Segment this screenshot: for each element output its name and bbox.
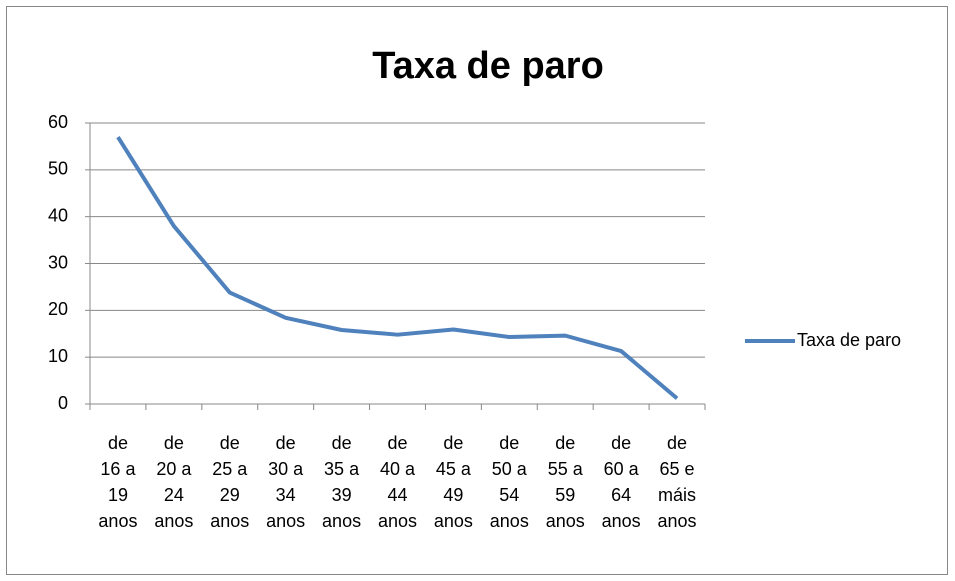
legend-label: Taxa de paro — [797, 330, 901, 350]
y-tick-label: 50 — [48, 159, 68, 179]
x-tick-label: de 35 a 39 anos — [322, 433, 362, 531]
x-tick-label: de 40 a 44 anos — [377, 433, 418, 531]
y-tick-label: 20 — [48, 299, 68, 319]
line-series — [116, 135, 679, 400]
x-tick-label: de 50 a 54 anos — [489, 433, 529, 531]
x-tick-label: de 20 a 24 anos — [154, 433, 194, 531]
y-tick-label: 30 — [48, 252, 68, 272]
y-tick-label: 0 — [58, 393, 68, 413]
y-tick-label: 40 — [48, 205, 68, 225]
y-tick-label: 10 — [48, 346, 68, 366]
x-tick-label: de 45 a 49 anos — [433, 433, 473, 531]
x-tick-label: de 60 a 64 anos — [601, 433, 641, 531]
x-tick-label: de 25 a 29 anos — [210, 433, 250, 531]
x-tick-label: de 55 a 59 anos — [545, 433, 585, 531]
x-tick-label: de 30 a 34 anos — [266, 433, 306, 531]
x-tick-label: de 65 e máis anos — [657, 433, 697, 531]
x-tick-label: de 16 a 19 anos — [98, 433, 138, 531]
y-tick-label: 60 — [48, 112, 68, 132]
chart-title: Taxa de paro — [372, 45, 604, 87]
chart-border — [6, 6, 948, 575]
